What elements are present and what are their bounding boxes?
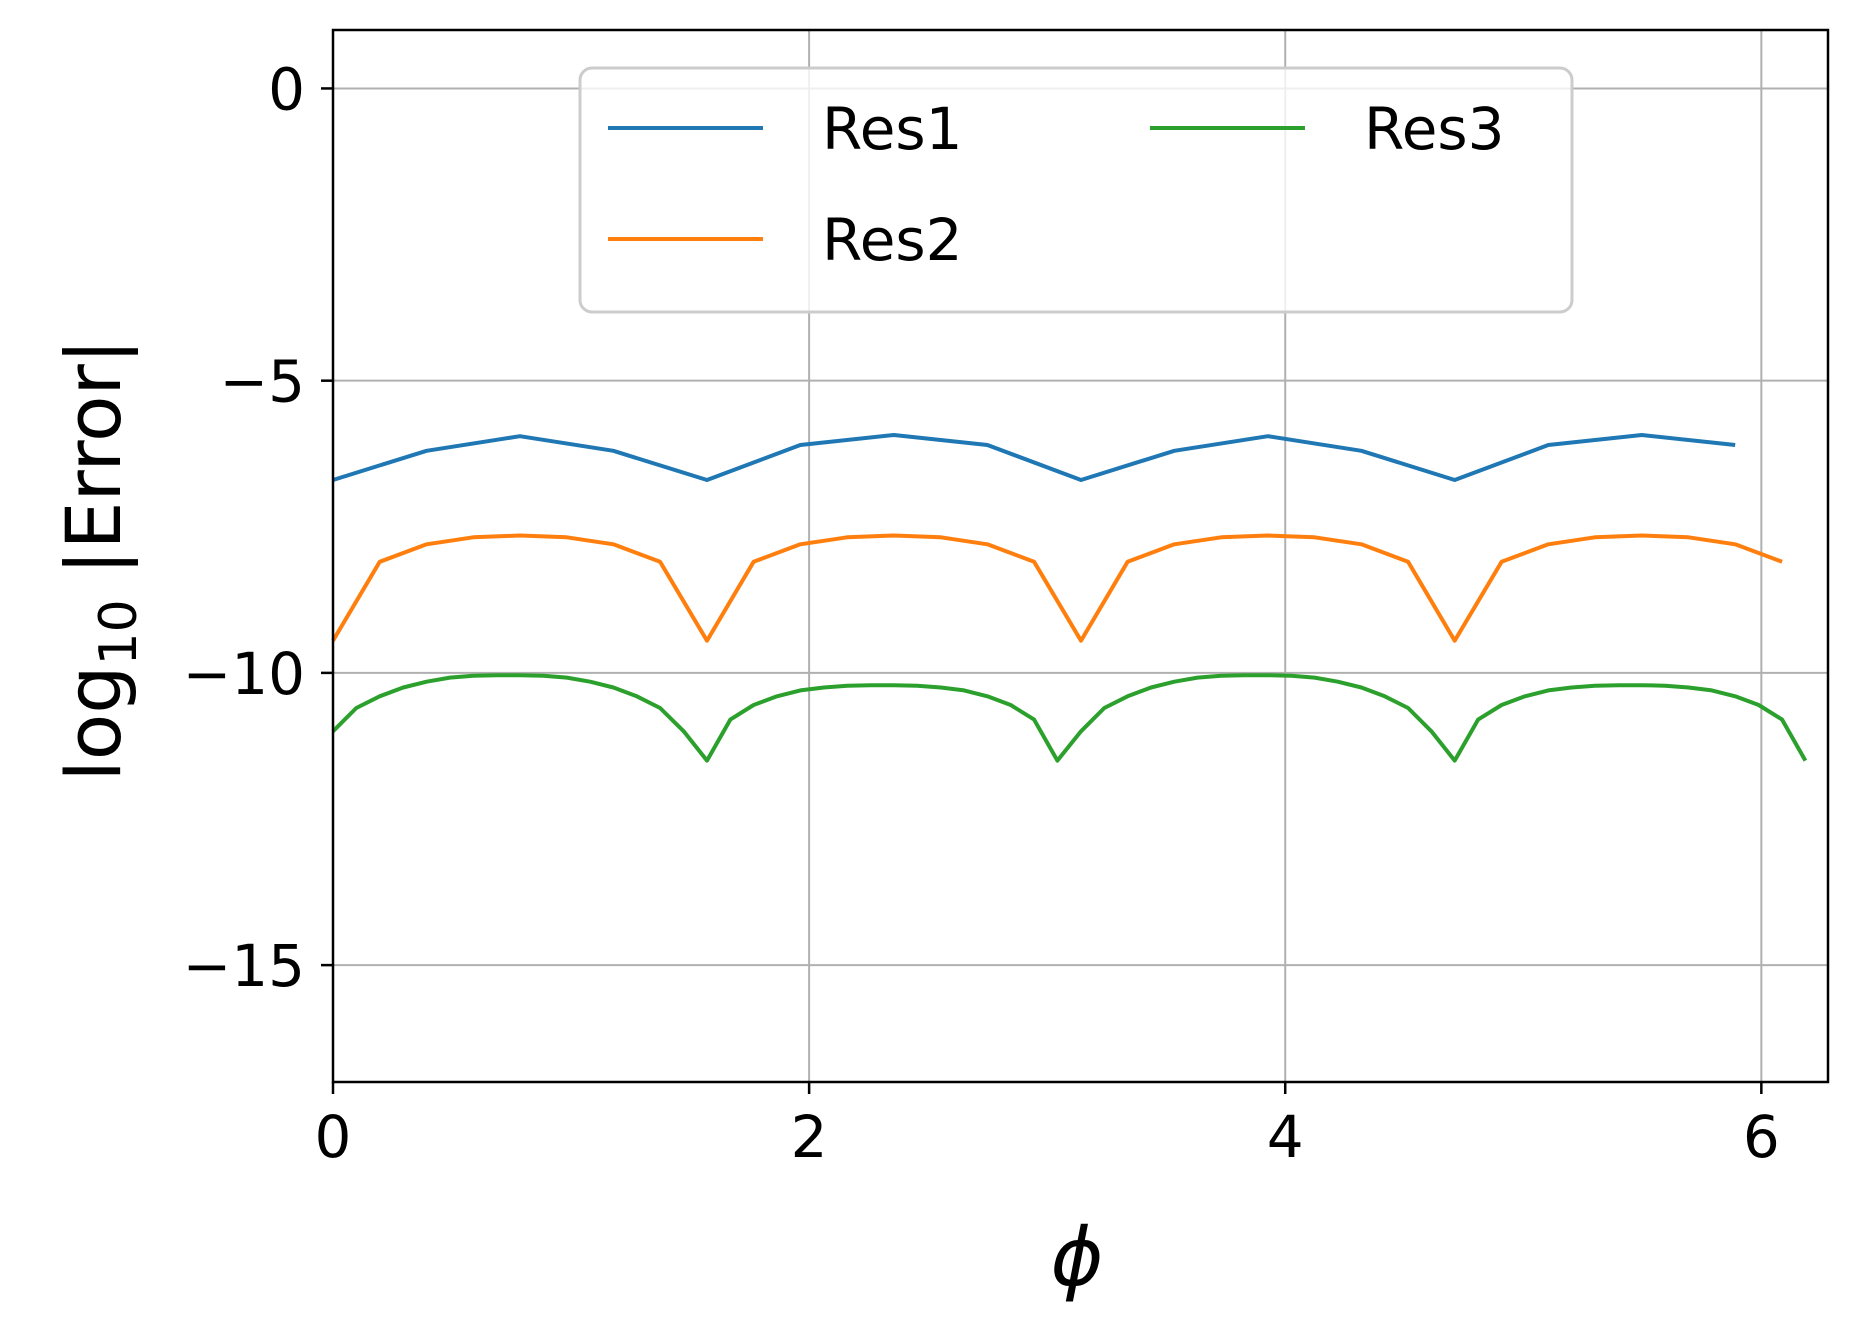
x-tick-label: 0 [315, 1103, 352, 1171]
x-tick-label: 4 [1267, 1103, 1304, 1171]
x-tick-label: 2 [791, 1103, 828, 1171]
legend: Res1 Res2 Res3 [578, 66, 1574, 314]
y-axis-label-log: log [49, 665, 138, 781]
legend-box [578, 66, 1574, 314]
y-axis-label: log10 |Error| [49, 339, 149, 782]
series-line-res1 [332, 433, 1736, 482]
series-line-res2 [331, 533, 1783, 643]
y-axis-label-error: |Error| [49, 339, 139, 600]
axis-ticks: 0 2 4 6 0 −5 −10 −15 [183, 55, 1780, 1171]
legend-label-res1: Res1 [822, 95, 963, 163]
y-tick-label: −15 [183, 932, 305, 1000]
plot-frame [331, 28, 1830, 1084]
x-axis-label: ϕ [1051, 1211, 1104, 1304]
y-tick-label: −10 [183, 640, 305, 708]
y-tick-label: −5 [220, 348, 306, 416]
y-axis-label-subscript: 10 [89, 599, 149, 665]
series-lines [331, 433, 1808, 763]
y-tick-label: 0 [268, 55, 305, 123]
series-line-res3 [331, 673, 1808, 763]
legend-label-res3: Res3 [1364, 95, 1505, 163]
legend-label-res2: Res2 [822, 206, 963, 274]
x-tick-label: 6 [1743, 1103, 1780, 1171]
